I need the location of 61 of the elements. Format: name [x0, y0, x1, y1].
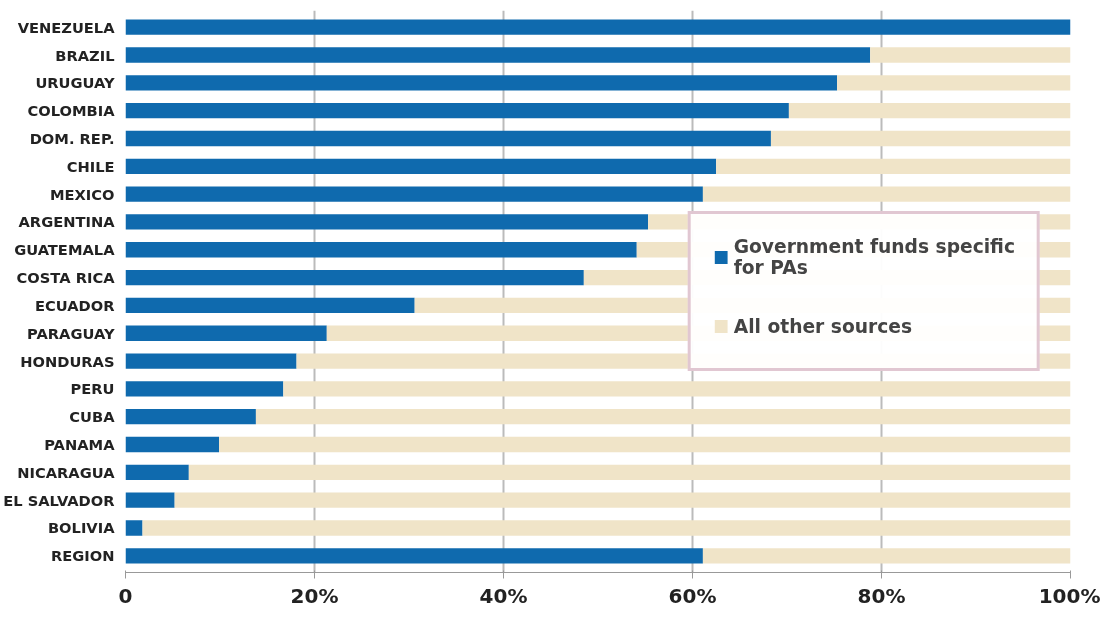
bar: [125, 269, 584, 286]
bar: [125, 103, 789, 119]
y-tick-label: DOM. REP.: [29, 129, 115, 147]
y-tick-label: HONDURAS: [20, 352, 115, 370]
bar: [219, 436, 1071, 453]
bar: [125, 325, 327, 341]
bar: [125, 130, 771, 147]
bar: [174, 492, 1071, 508]
bar: [142, 520, 1071, 536]
y-tick-label: MEXICO: [49, 185, 115, 203]
bar: [870, 47, 1071, 63]
legend-label: Government funds specific for PAs: [733, 236, 1015, 278]
bar: [188, 464, 1071, 480]
bar: [125, 548, 703, 564]
y-tick-label: CHILE: [66, 157, 115, 175]
y-tick-label: NICARAGUA: [17, 463, 116, 481]
y-tick-label: PERU: [70, 380, 115, 398]
y-tick-label: BOLIVIA: [47, 519, 116, 537]
y-tick-label: REGION: [50, 547, 115, 565]
y-tick-label: COLOMBIA: [27, 102, 116, 120]
x-tick-label: 40%: [479, 583, 528, 608]
y-tick-label: EL SALVADOR: [3, 491, 115, 509]
bar: [702, 548, 1071, 564]
bar: [125, 186, 703, 202]
bar: [125, 75, 838, 91]
bar: [125, 242, 637, 258]
bar: [837, 75, 1071, 91]
y-tick-label: BRAZIL: [55, 46, 115, 64]
y-tick-label: COSTA RICA: [16, 269, 116, 287]
y-tick-label: PANAMA: [44, 436, 116, 454]
bar: [125, 492, 175, 508]
bar: [125, 353, 297, 369]
y-tick-label: PARAGUAY: [27, 324, 115, 342]
y-tick-label: ECUADOR: [35, 296, 115, 314]
bar: [125, 464, 189, 480]
bar: [125, 409, 256, 425]
y-tick-label: VENEZUELA: [17, 18, 116, 36]
y-tick-label: ARGENTINA: [18, 213, 116, 231]
bar: [125, 520, 143, 536]
bar: [125, 19, 1071, 35]
bar: [702, 186, 1071, 202]
x-tick-label: 0: [118, 583, 133, 608]
x-tick-label: 60%: [668, 583, 717, 608]
y-tick-label: URUGUAY: [35, 74, 115, 92]
bar: [716, 158, 1071, 174]
bar: [255, 409, 1071, 425]
x-tick-label: 80%: [857, 583, 906, 608]
bar: [125, 436, 220, 453]
bar: [125, 297, 415, 314]
bar: [125, 214, 649, 230]
x-tick-label: 100%: [1038, 583, 1101, 608]
y-tick-label: CUBA: [69, 408, 116, 426]
y-tick-label: GUATEMALA: [14, 241, 116, 259]
bar: [788, 103, 1071, 119]
bar: [283, 381, 1071, 397]
bar: [125, 158, 717, 174]
bar: [770, 130, 1071, 147]
x-tick-label: 20%: [290, 583, 339, 608]
bar: [125, 381, 284, 397]
legend-label: All other sources: [733, 314, 912, 339]
bar: [125, 47, 871, 63]
